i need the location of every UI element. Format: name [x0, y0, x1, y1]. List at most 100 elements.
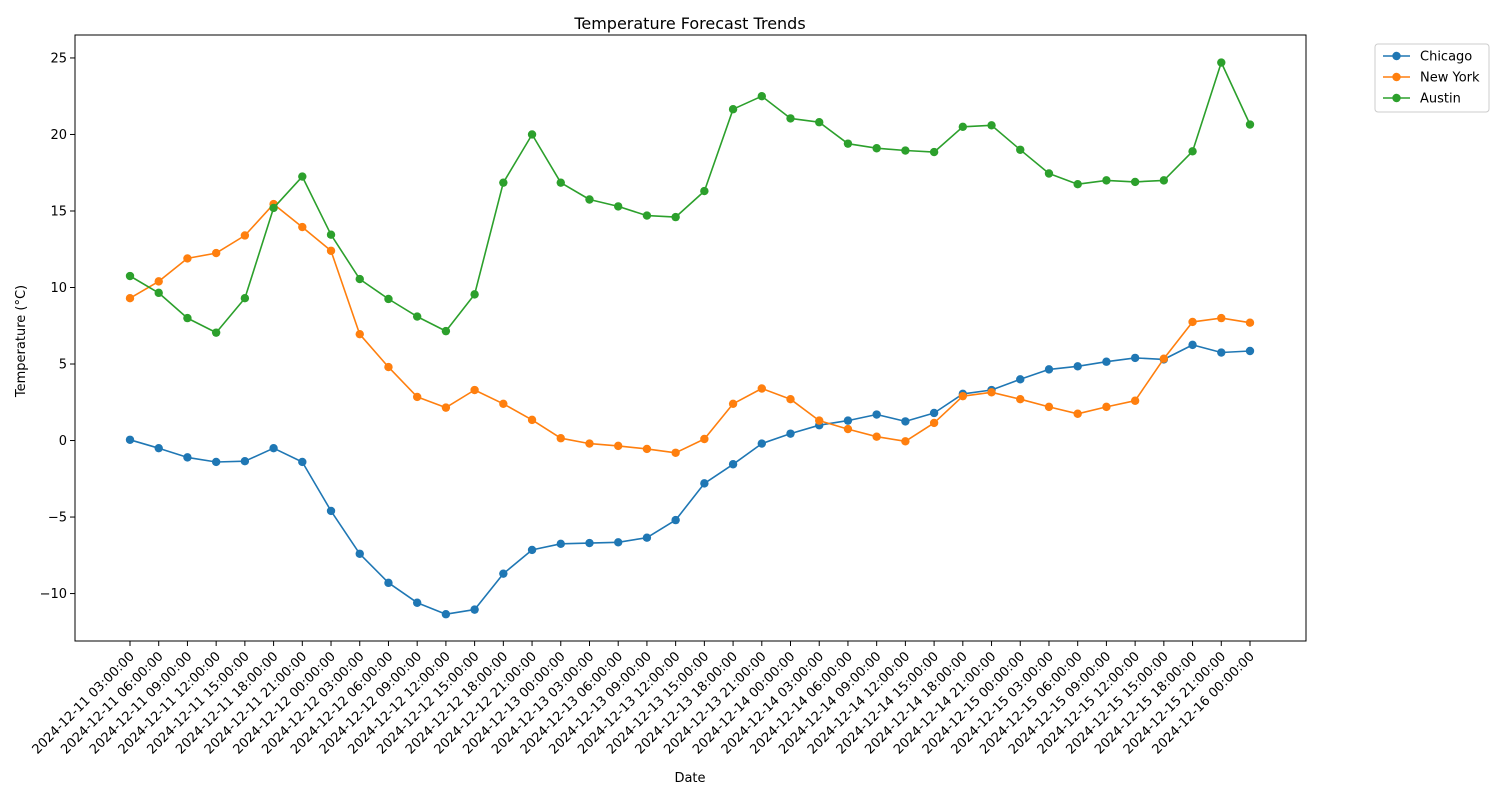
- data-point: [843, 139, 853, 148]
- data-point: [585, 195, 594, 204]
- data-point: [125, 435, 135, 444]
- data-point: [326, 246, 336, 255]
- data-point: [671, 515, 680, 525]
- data-point: [614, 538, 623, 547]
- data-point: [700, 434, 709, 444]
- data-point: [211, 328, 221, 337]
- series-austin: [125, 58, 1255, 337]
- data-point: [1102, 357, 1111, 366]
- data-point: [240, 231, 250, 240]
- data-point: [499, 399, 508, 409]
- data-point: [1159, 354, 1169, 363]
- data-point: [470, 385, 479, 395]
- data-point: [1130, 396, 1140, 405]
- data-point: [355, 329, 364, 339]
- data-point: [728, 105, 738, 114]
- data-point: [614, 202, 623, 211]
- data-point: [326, 230, 336, 239]
- data-point: [843, 424, 853, 434]
- data-point: [154, 443, 163, 453]
- data-point: [872, 432, 881, 441]
- series-layer: [125, 58, 1255, 619]
- data-point: [412, 598, 422, 607]
- data-point: [556, 539, 565, 549]
- data-point: [125, 271, 135, 281]
- data-point: [1044, 169, 1054, 178]
- data-point: [556, 178, 565, 187]
- data-point: [585, 538, 594, 548]
- data-point: [527, 545, 537, 555]
- data-point: [1188, 340, 1197, 350]
- series-line: [129, 203, 1251, 454]
- y-tick-label: 20: [50, 128, 67, 143]
- data-point: [240, 456, 250, 466]
- data-point: [987, 121, 996, 130]
- data-point: [700, 479, 709, 488]
- data-point: [470, 290, 479, 299]
- y-axis: −10 −5 0 5 10 15 20 25: [40, 51, 75, 602]
- data-point: [1245, 318, 1255, 327]
- data-point: [355, 274, 364, 284]
- y-tick-label: 25: [50, 51, 67, 66]
- chart-title: Temperature Forecast Trends: [573, 14, 805, 33]
- legend-marker: [1392, 51, 1401, 61]
- plot-area-frame: [74, 34, 1307, 642]
- series-chicago: [125, 340, 1255, 619]
- data-point: [211, 248, 221, 258]
- data-point: [1073, 362, 1082, 371]
- data-point: [815, 416, 824, 425]
- data-point: [958, 391, 968, 401]
- data-point: [987, 388, 996, 397]
- data-point: [872, 144, 881, 153]
- data-point: [412, 312, 422, 321]
- data-point: [1217, 313, 1226, 323]
- data-point: [1217, 348, 1226, 357]
- data-point: [470, 605, 479, 614]
- legend-entry-label: Chicago: [1420, 50, 1472, 65]
- data-point: [269, 203, 278, 213]
- data-point: [240, 294, 250, 303]
- y-tick-label: 5: [59, 358, 67, 373]
- series-line: [129, 344, 1251, 616]
- data-point: [642, 444, 652, 454]
- data-point: [1245, 346, 1255, 356]
- legend: Chicago New York Austin: [1374, 43, 1490, 113]
- data-point: [642, 533, 652, 542]
- data-point: [1044, 365, 1054, 374]
- legend-entry-label: Austin: [1420, 92, 1461, 107]
- y-tick-label: 15: [50, 204, 67, 219]
- data-point: [183, 254, 192, 263]
- data-point: [786, 395, 795, 404]
- data-point: [412, 392, 422, 402]
- data-point: [958, 122, 968, 132]
- y-tick-label: −5: [48, 511, 67, 526]
- data-point: [642, 211, 652, 220]
- data-point: [154, 277, 163, 286]
- data-point: [384, 362, 393, 372]
- data-point: [843, 416, 853, 425]
- data-point: [757, 384, 766, 393]
- y-axis-label: Temperature (°C): [14, 285, 29, 398]
- data-point: [1016, 375, 1025, 384]
- data-point: [929, 147, 939, 157]
- data-point: [815, 118, 824, 127]
- y-tick-label: −10: [40, 587, 67, 602]
- series-new-york: [125, 199, 1255, 457]
- data-point: [1130, 353, 1140, 363]
- data-point: [1073, 409, 1082, 418]
- data-point: [298, 457, 307, 467]
- data-point: [1102, 176, 1111, 185]
- data-point: [499, 178, 508, 187]
- legend-marker: [1392, 93, 1401, 103]
- data-point: [671, 448, 680, 457]
- data-point: [527, 415, 537, 425]
- data-point: [154, 288, 163, 298]
- data-point: [728, 399, 738, 409]
- legend-box: [1374, 43, 1490, 113]
- data-point: [786, 429, 795, 438]
- data-point: [527, 130, 537, 139]
- data-point: [614, 441, 623, 451]
- data-point: [786, 114, 795, 123]
